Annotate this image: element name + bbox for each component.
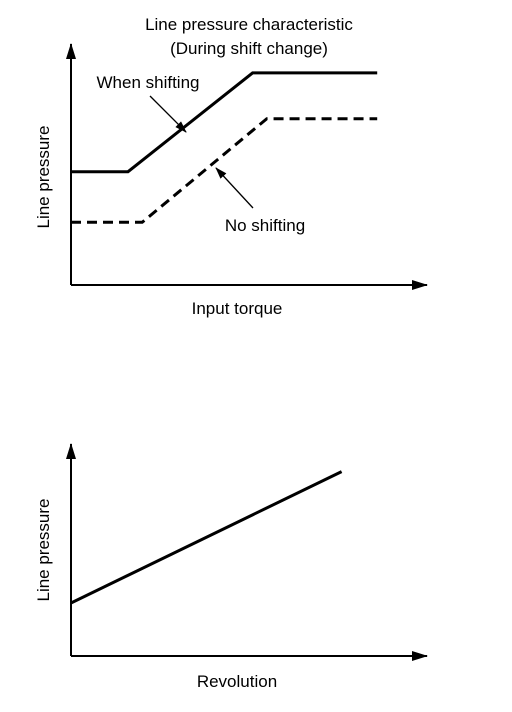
leader-arrow-no-shifting — [215, 167, 254, 209]
chart-revolution: Line pressure Revolution — [34, 443, 428, 691]
x-axis-label: Input torque — [192, 299, 283, 318]
legend-label-when-shifting: When shifting — [97, 73, 200, 92]
series-line-when-shifting — [71, 71, 378, 174]
y-axis-label: Line pressure — [34, 125, 53, 228]
y-axis-label: Line pressure — [34, 498, 53, 601]
legend-label-no-shifting: No shifting — [225, 216, 305, 235]
chart-torque: Line pressure characteristic (During shi… — [34, 15, 428, 318]
chart-subtitle: (During shift change) — [170, 39, 328, 58]
series-line-no-shifting — [71, 117, 378, 224]
series-line-revolution — [70, 470, 343, 605]
chart-title: Line pressure characteristic — [145, 15, 353, 34]
x-axis-label: Revolution — [197, 672, 277, 691]
leader-arrow-when-shifting — [149, 95, 187, 133]
